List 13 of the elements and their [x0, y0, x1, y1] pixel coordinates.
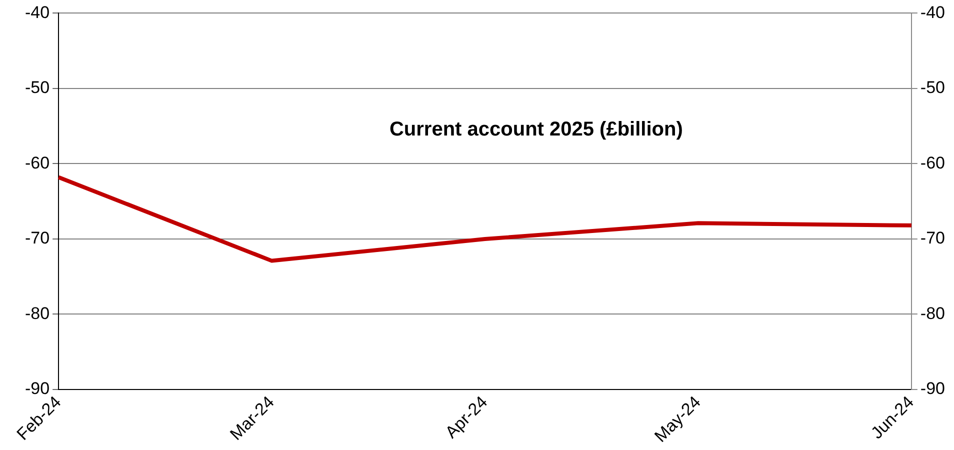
y2-tick-label: -70: [920, 228, 946, 248]
y-tick-label: -80: [24, 304, 50, 323]
y-tick-label: -50: [24, 78, 50, 98]
text: Current account 2025 (£billion): [389, 118, 683, 140]
y2-tick-label: -90: [920, 379, 946, 398]
y2-tick-label: -50: [920, 78, 946, 98]
y-tick-label: -90: [24, 379, 50, 398]
y-tick-label: -40: [24, 2, 50, 22]
y2-tick-label: -60: [920, 153, 946, 172]
y-tick-label: -70: [24, 228, 50, 248]
y2-tick-label: -40: [920, 2, 946, 22]
y-tick-label: -60: [24, 153, 50, 172]
y2-tick-label: -80: [920, 304, 946, 323]
